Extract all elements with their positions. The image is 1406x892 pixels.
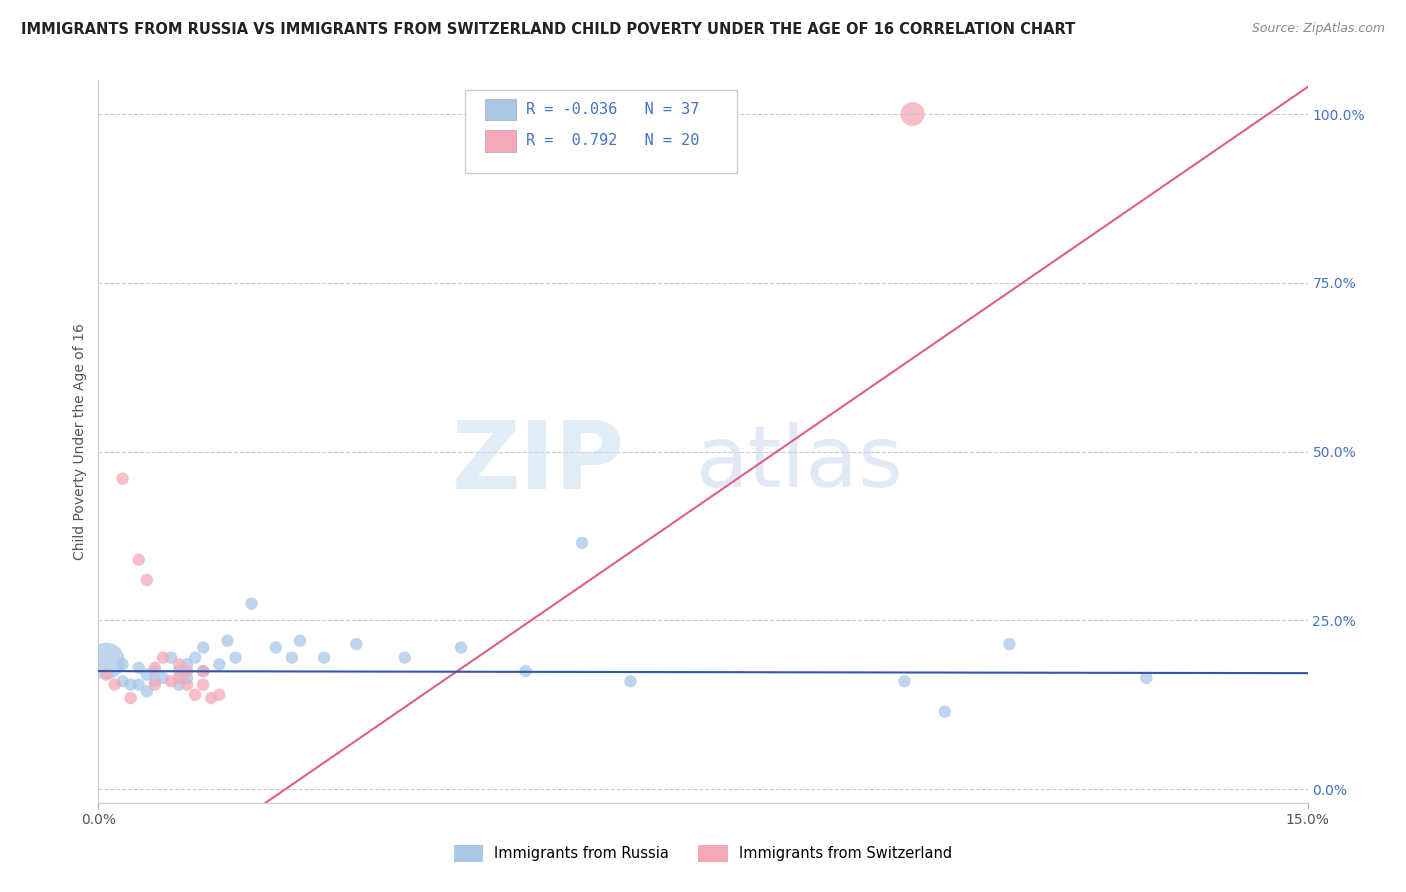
Point [135,573,157,587]
Point [167,671,190,685]
Point [128,552,150,566]
Point [184,688,207,702]
Point [120,678,142,692]
Point [314,650,336,665]
Text: R = -0.036   N = 37: R = -0.036 N = 37 [526,103,699,117]
Point [893,674,915,689]
Point [193,678,215,692]
Point [167,657,190,672]
Point [184,650,207,665]
Point [176,664,198,678]
Y-axis label: Child Poverty Under the Age of 16: Child Poverty Under the Age of 16 [73,323,87,560]
Point [394,650,416,665]
Text: R =  0.792   N = 20: R = 0.792 N = 20 [526,134,699,148]
Point [143,664,166,678]
Point [160,650,183,665]
Point [120,691,142,706]
Point [143,674,166,689]
Point [240,597,263,611]
Point [111,674,134,689]
Point [152,671,174,685]
Point [571,536,593,550]
Point [143,661,166,675]
Point [450,640,472,655]
Point [619,674,641,689]
Point [167,678,190,692]
Point [208,688,231,702]
Point [264,640,287,655]
Point [96,667,118,681]
Point [176,657,198,672]
Point [128,661,150,675]
Point [176,671,198,685]
Point [998,637,1021,651]
Point [103,678,125,692]
Point [224,650,246,665]
Point [281,650,304,665]
Point [135,667,157,681]
Point [143,678,166,692]
Point [176,678,198,692]
Text: IMMIGRANTS FROM RUSSIA VS IMMIGRANTS FROM SWITZERLAND CHILD POVERTY UNDER THE AG: IMMIGRANTS FROM RUSSIA VS IMMIGRANTS FRO… [21,22,1076,37]
Point [160,674,183,689]
Point [152,650,174,665]
Legend: Immigrants from Russia, Immigrants from Switzerland: Immigrants from Russia, Immigrants from … [447,839,959,868]
Point [901,107,924,121]
Text: Source: ZipAtlas.com: Source: ZipAtlas.com [1251,22,1385,36]
Point [934,705,956,719]
Point [515,664,537,678]
Point [344,637,367,651]
Point [111,657,134,672]
Point [193,664,215,678]
Point [193,640,215,655]
Text: ZIP: ZIP [451,417,624,509]
Point [167,664,190,678]
Point [200,691,222,706]
Point [1135,671,1157,685]
Point [111,472,134,486]
Point [217,633,239,648]
Text: atlas: atlas [696,422,904,505]
Point [96,654,118,668]
Point [135,684,157,698]
Point [193,664,215,678]
Point [208,657,231,672]
Point [288,633,311,648]
Point [128,678,150,692]
